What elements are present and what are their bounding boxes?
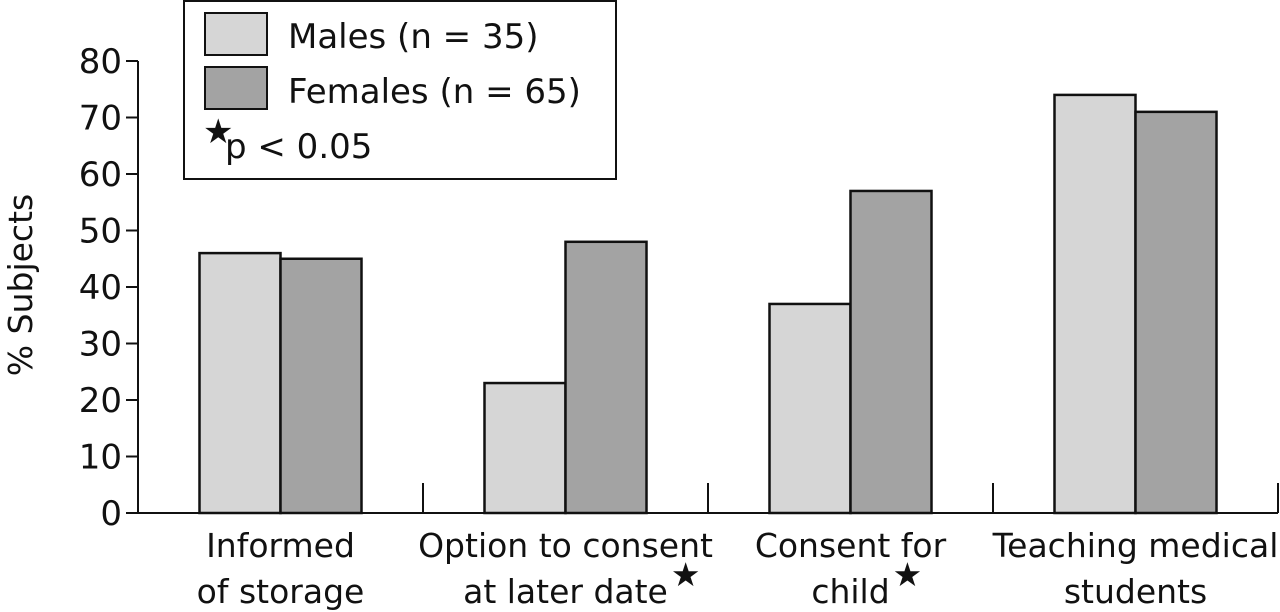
y-tick-label: 20 [79, 381, 122, 421]
y-tick-label: 10 [79, 438, 122, 478]
legend-swatch-females [204, 66, 268, 110]
legend-label-females: Females (n = 65) [288, 72, 581, 112]
category-label-line2: child [811, 572, 889, 611]
significance-star-icon: ★ [671, 555, 701, 594]
category-label-line1: Option to consent [418, 526, 713, 565]
y-tick-label: 50 [79, 212, 122, 252]
legend-star-icon: ★ [203, 112, 233, 152]
category-label-line2: students [1064, 572, 1207, 611]
bar-females [279, 257, 363, 515]
y-tick-label: 40 [79, 268, 122, 308]
y-tick-label: 60 [79, 155, 122, 195]
y-tick-label: 30 [79, 325, 122, 365]
bar-males [198, 251, 282, 515]
category-labels: Informed of storage Option to consent at la… [197, 526, 1279, 611]
bar-males [768, 302, 852, 515]
bars [198, 93, 1218, 515]
category-label-line2: of storage [197, 572, 365, 611]
y-tick-label: 80 [79, 42, 122, 82]
category-label-line1: Consent for [755, 526, 947, 565]
legend-swatch-males [204, 12, 268, 56]
category-label-line1: Teaching medical [992, 526, 1279, 565]
y-axis: 0 10 20 30 40 50 60 70 80 [79, 42, 139, 534]
y-tick-label: 0 [100, 494, 122, 534]
category-label-line2: at later date [463, 572, 668, 611]
category-label-line1: Informed [206, 526, 355, 565]
bar-females [564, 240, 648, 515]
legend-label-males: Males (n = 35) [288, 17, 539, 57]
bar-males [483, 381, 567, 515]
bar-females [849, 189, 933, 515]
bar-males [1053, 93, 1137, 515]
y-axis-title: % Subjects [1, 194, 40, 376]
legend: Males (n = 35) Females (n = 65) ★ p < 0.… [183, 0, 617, 180]
significance-star-icon: ★ [893, 555, 923, 594]
legend-significance-note: p < 0.05 [225, 127, 372, 167]
y-tick-label: 70 [79, 99, 122, 139]
bar-females [1134, 110, 1218, 515]
